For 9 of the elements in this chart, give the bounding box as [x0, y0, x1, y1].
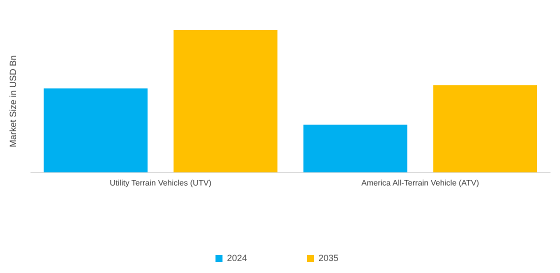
bar: [174, 30, 278, 172]
legend-label: 2035: [318, 252, 339, 263]
x-tick-label: Utility Terrain Vehicles (UTV): [110, 178, 212, 188]
y-axis-title: Market Size in USD Bn: [8, 55, 18, 148]
bar: [433, 85, 538, 172]
legend-label: 2024: [226, 252, 248, 263]
x-tick-label: America All-Terrain Vehicle (ATV): [361, 178, 480, 188]
bar: [303, 124, 408, 172]
bar: [44, 88, 148, 172]
